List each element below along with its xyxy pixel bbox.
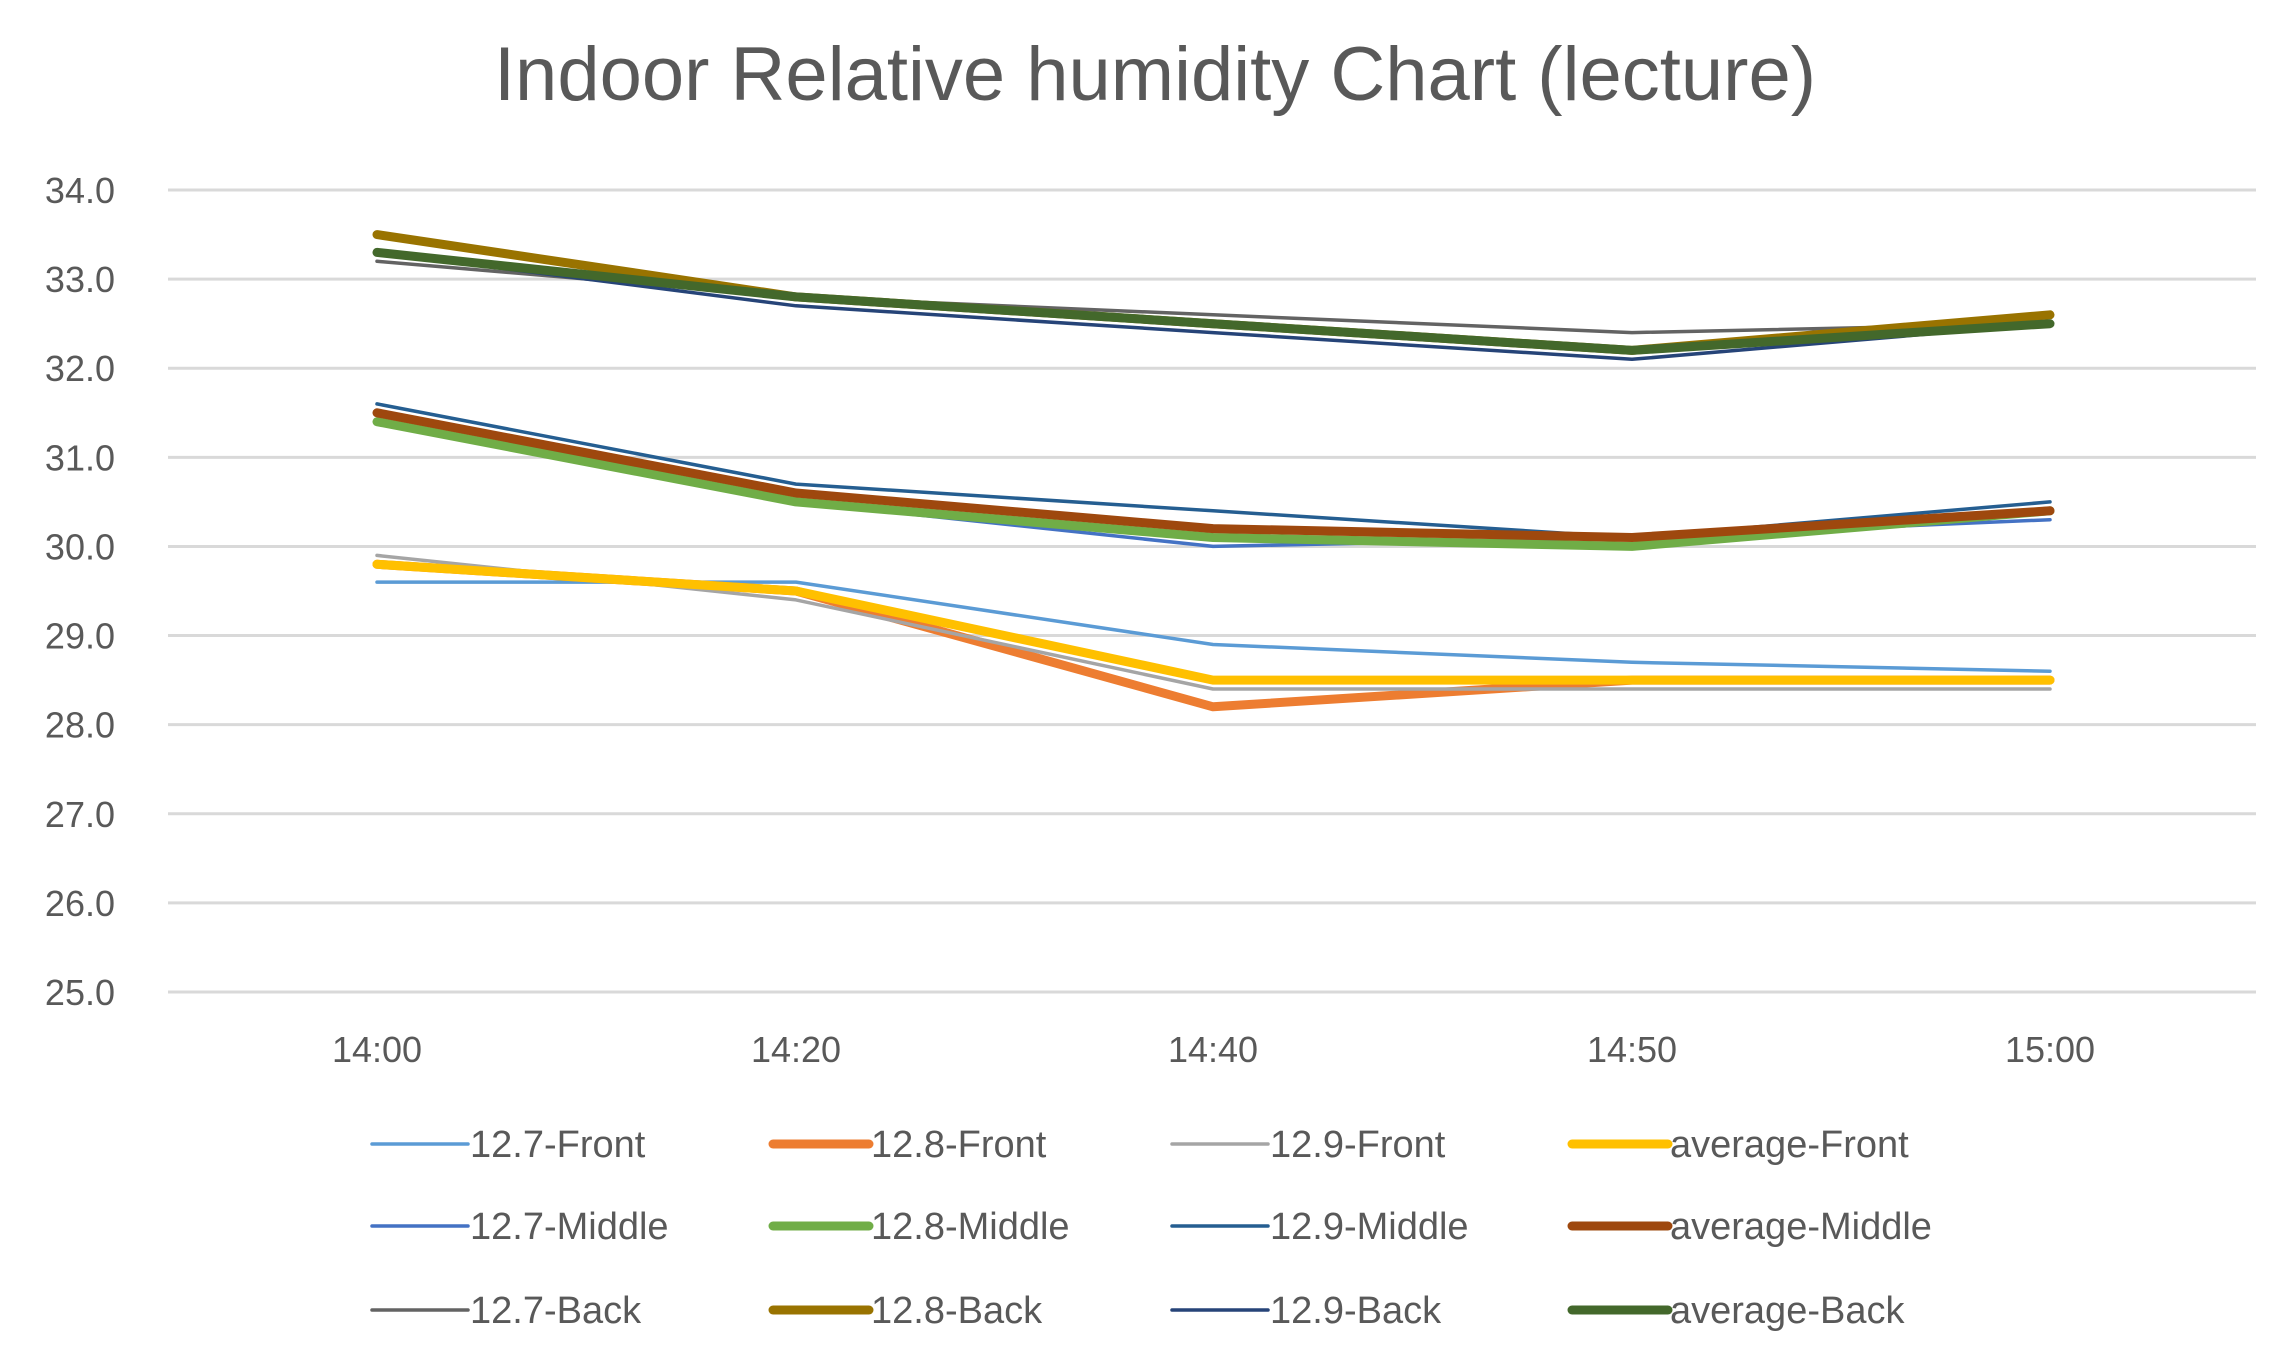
legend-item: 12.8-Front [768, 1124, 1047, 1166]
series-line-12-7-front [375, 580, 2052, 673]
legend-label: 12.9-Back [1270, 1290, 1442, 1332]
gridlines [168, 188, 2256, 994]
y-tick-label: 33.0 [45, 259, 115, 300]
y-axis-tick-labels: 25.0 26.0 27.0 28.0 29.0 30.0 31.0 32.0 33.0 34.0 [45, 170, 115, 1013]
series-line-12-8-middle [372, 417, 2055, 551]
series-line-average-middle [372, 408, 2055, 542]
y-tick-label: 29.0 [45, 616, 115, 657]
x-tick-label: 14:20 [751, 1029, 841, 1070]
legend-item: 12.7-Front [370, 1124, 646, 1166]
legend-item: 12.9-Front [1170, 1124, 1446, 1166]
legend-label: 12.9-Front [1270, 1124, 1446, 1166]
y-tick-label: 25.0 [45, 972, 115, 1013]
legend-label: average-Back [1670, 1290, 1905, 1332]
legend-label: 12.7-Back [470, 1290, 642, 1332]
series-line-12-9-back [375, 250, 2052, 362]
legend-label: 12.8-Back [871, 1290, 1043, 1332]
y-tick-label: 31.0 [45, 437, 115, 478]
x-tick-label: 14:00 [332, 1029, 422, 1070]
x-tick-label: 14:50 [1587, 1029, 1677, 1070]
legend-label: 12.9-Middle [1270, 1206, 1469, 1248]
x-axis-tick-labels: 14:00 14:20 14:40 14:50 15:00 [332, 1029, 2095, 1070]
series-line-average-back [372, 247, 2055, 355]
legend-item: average-Back [1567, 1290, 1905, 1332]
legend-item: 12.9-Middle [1170, 1206, 1469, 1248]
legend-item: 12.8-Middle [768, 1206, 1070, 1248]
x-tick-label: 15:00 [2005, 1029, 2095, 1070]
legend: 12.7-Front 12.8-Front 12.9-Front average-Fr… [370, 1124, 1932, 1332]
y-tick-label: 30.0 [45, 526, 115, 567]
legend-label: 12.8-Front [871, 1124, 1047, 1166]
legend-item: average-Middle [1567, 1206, 1932, 1248]
y-tick-label: 34.0 [45, 170, 115, 211]
legend-item: 12.7-Middle [370, 1206, 669, 1248]
legend-item: 12.8-Back [768, 1290, 1043, 1332]
legend-label: 12.8-Middle [871, 1206, 1070, 1248]
y-tick-label: 27.0 [45, 794, 115, 835]
series-lines [372, 230, 2055, 712]
legend-label: average-Middle [1670, 1206, 1932, 1248]
legend-item: 12.9-Back [1170, 1290, 1442, 1332]
legend-label: average-Front [1670, 1124, 1909, 1166]
series-line-average-front [372, 559, 2055, 685]
y-tick-label: 28.0 [45, 705, 115, 746]
legend-label: 12.7-Front [470, 1124, 646, 1166]
legend-item: average-Front [1567, 1124, 1909, 1166]
chart-title: Indoor Relative humidity Chart (lecture) [494, 32, 1816, 117]
y-tick-label: 26.0 [45, 883, 115, 924]
legend-item: 12.7-Back [370, 1290, 642, 1332]
legend-label: 12.7-Middle [470, 1206, 669, 1248]
y-tick-label: 32.0 [45, 348, 115, 389]
series-line-12-9-front [375, 553, 2052, 691]
x-tick-label: 14:40 [1168, 1029, 1258, 1070]
